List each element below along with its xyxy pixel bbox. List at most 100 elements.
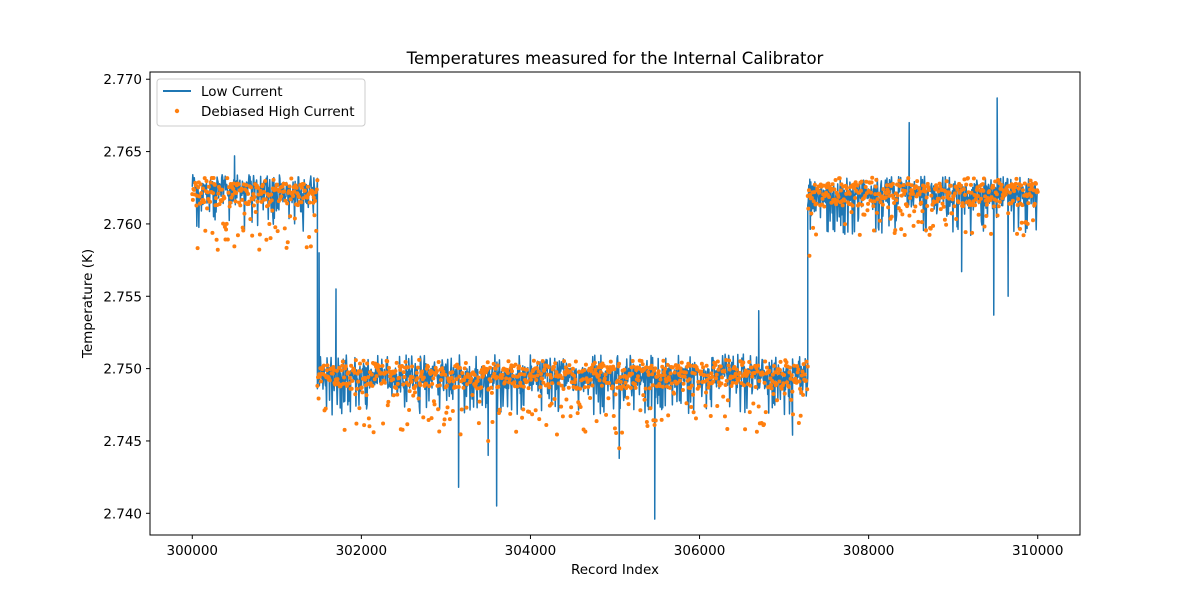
scatter-point (811, 199, 816, 204)
scatter-point (268, 236, 273, 241)
scatter-point (496, 410, 501, 415)
scatter-point (508, 411, 513, 416)
scatter-point (919, 220, 924, 225)
scatter-point (691, 410, 696, 415)
scatter-point (723, 382, 728, 387)
scatter-point (639, 359, 644, 363)
scatter-point (196, 185, 201, 190)
scatter-point (485, 360, 490, 365)
scatter-point (440, 366, 445, 371)
scatter-point (659, 417, 664, 422)
scatter-point (538, 372, 543, 377)
scatter-point (1029, 194, 1034, 199)
y-axis-label: Temperature (K) (80, 249, 96, 359)
scatter-point (737, 370, 742, 375)
scatter-point (924, 195, 929, 200)
scatter-point (705, 378, 710, 383)
scatter-point (504, 376, 509, 381)
scatter-point (999, 182, 1004, 187)
scatter-point (420, 369, 425, 374)
scatter-point (259, 191, 264, 196)
scatter-point (476, 421, 481, 426)
scatter-point (995, 213, 1000, 218)
scatter-point (601, 363, 606, 368)
scatter-point (660, 364, 665, 369)
scatter-point (643, 386, 648, 391)
scatter-point (997, 199, 1002, 204)
scatter-point (573, 377, 578, 382)
scatter-point (294, 185, 299, 190)
scatter-point (585, 380, 590, 385)
scatter-point (926, 187, 931, 192)
scatter-point (385, 403, 390, 408)
scatter-point (421, 375, 426, 380)
scatter-point (807, 253, 812, 258)
scatter-point (250, 233, 255, 238)
scatter-point (349, 363, 354, 368)
scatter-point (534, 365, 539, 370)
scatter-point (782, 373, 787, 378)
scatter-point (285, 240, 290, 245)
scatter-point (224, 227, 229, 232)
scatter-point (964, 182, 969, 187)
scatter-point (552, 365, 556, 370)
scatter-point (347, 375, 352, 380)
scatter-point (592, 360, 597, 365)
scatter-point (884, 183, 889, 188)
scatter-point (1019, 220, 1024, 225)
scatter-point (415, 365, 420, 370)
x-axis-label: Record Index (571, 562, 659, 578)
scatter-point (586, 384, 591, 389)
scatter-point (304, 245, 309, 250)
scatter-point (633, 385, 638, 390)
scatter-point (575, 411, 580, 416)
scatter-point (958, 183, 963, 188)
scatter-point (687, 377, 692, 382)
scatter-point (372, 377, 377, 382)
scatter-point (1010, 198, 1015, 203)
scatter-point (1021, 233, 1026, 238)
scatter-point (889, 214, 894, 219)
scatter-point (661, 358, 666, 363)
scatter-point (590, 383, 595, 388)
scatter-point (892, 201, 897, 206)
scatter-point (814, 201, 819, 206)
scatter-point (805, 387, 810, 392)
scatter-point (549, 401, 554, 406)
x-tick-label: 306000 (674, 543, 726, 559)
scatter-point (525, 379, 530, 384)
scatter-point (515, 384, 520, 389)
scatter-point (850, 203, 855, 208)
scatter-point (883, 195, 888, 200)
scatter-point (479, 367, 484, 372)
scatter-point (310, 189, 315, 193)
scatter-point (571, 385, 576, 390)
scatter-point (288, 197, 293, 202)
scatter-point (552, 396, 557, 401)
scatter-point (714, 372, 719, 377)
scatter-point (545, 372, 550, 377)
scatter-point (732, 364, 737, 369)
scatter-point (1035, 189, 1040, 194)
scatter-point (648, 406, 653, 411)
scatter-point (299, 200, 304, 205)
scatter-point (190, 197, 195, 202)
scatter-point (204, 179, 209, 184)
scatter-point (359, 385, 364, 390)
scatter-point (667, 385, 672, 390)
scatter-point (906, 176, 911, 181)
scatter-point (534, 378, 539, 383)
scatter-point (881, 187, 886, 192)
scatter-point (314, 187, 319, 192)
scatter-point (689, 383, 694, 388)
scatter-point (1020, 188, 1025, 193)
scatter-point (547, 385, 552, 390)
scatter-point (862, 212, 867, 217)
scatter-point (573, 359, 578, 364)
scatter-point (227, 185, 232, 190)
scatter-point (489, 390, 494, 395)
scatter-point (741, 360, 746, 365)
scatter-point (242, 211, 247, 216)
scatter-point (711, 379, 716, 384)
